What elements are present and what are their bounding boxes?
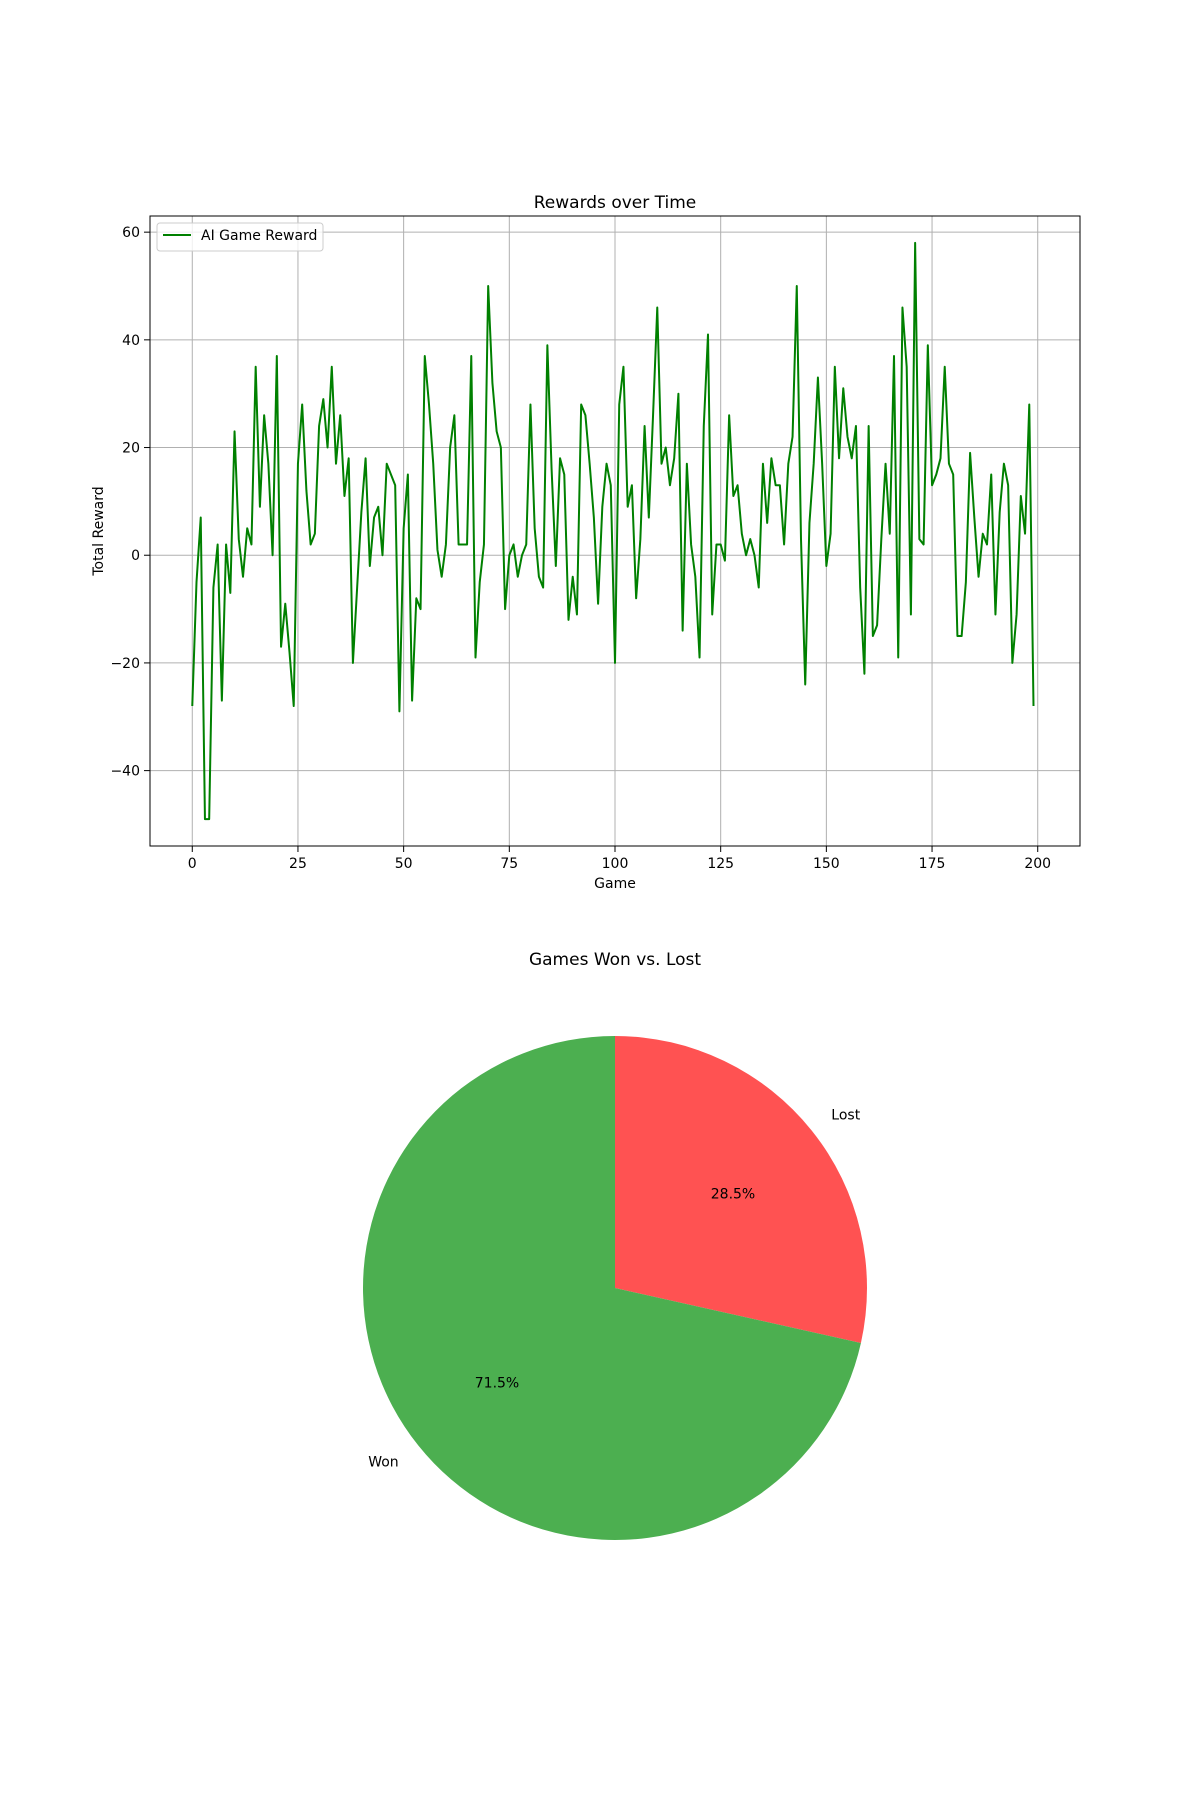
x-tick-label: 125 xyxy=(707,856,734,872)
y-tick-label: −20 xyxy=(110,656,140,672)
x-tick-label: 100 xyxy=(602,856,629,872)
x-tick-label: 50 xyxy=(395,856,413,872)
pie-chart: Games Won vs. Lost Lost Won 28.5% 71.5% xyxy=(362,950,867,1540)
line-chart-x-axis-label: Game xyxy=(594,876,636,892)
y-tick-label: 60 xyxy=(122,225,140,241)
legend-box xyxy=(156,222,324,252)
x-tick-label: 25 xyxy=(289,856,307,872)
x-tick-label: 200 xyxy=(1024,856,1051,872)
reward-series-line xyxy=(191,241,1035,821)
legend-label-ai-game-reward: AI Game Reward xyxy=(201,228,317,244)
y-tick-label: 0 xyxy=(131,548,140,564)
line-chart-y-axis-label: Total Reward xyxy=(91,486,107,576)
pie-slice-won xyxy=(362,1036,861,1540)
line-chart-ticks: 0 25 50 75 100 125 150 175 200 −40 −20 0 20 40 60 xyxy=(110,225,1051,872)
line-chart-legend: AI Game Reward xyxy=(156,222,324,252)
x-tick-label: 0 xyxy=(188,856,197,872)
line-chart: 0 25 50 75 100 125 150 175 200 −40 −20 0 20 40 60 Rewa… xyxy=(91,193,1081,892)
y-tick-label: 20 xyxy=(122,441,140,457)
x-tick-label: 150 xyxy=(813,856,840,872)
x-tick-label: 175 xyxy=(919,856,946,872)
pie-slice-lost xyxy=(615,1036,867,1343)
y-tick-label: −40 xyxy=(110,764,140,780)
pie-percent-lost: 28.5% xyxy=(711,1187,755,1203)
pie-label-lost: Lost xyxy=(831,1108,860,1124)
pie-label-won: Won xyxy=(368,1454,398,1470)
y-tick-label: 40 xyxy=(122,333,140,349)
pie-chart-title: Games Won vs. Lost xyxy=(529,950,701,970)
pie-percent-won: 71.5% xyxy=(475,1376,519,1392)
x-tick-label: 75 xyxy=(500,856,518,872)
line-chart-title: Rewards over Time xyxy=(534,193,697,213)
